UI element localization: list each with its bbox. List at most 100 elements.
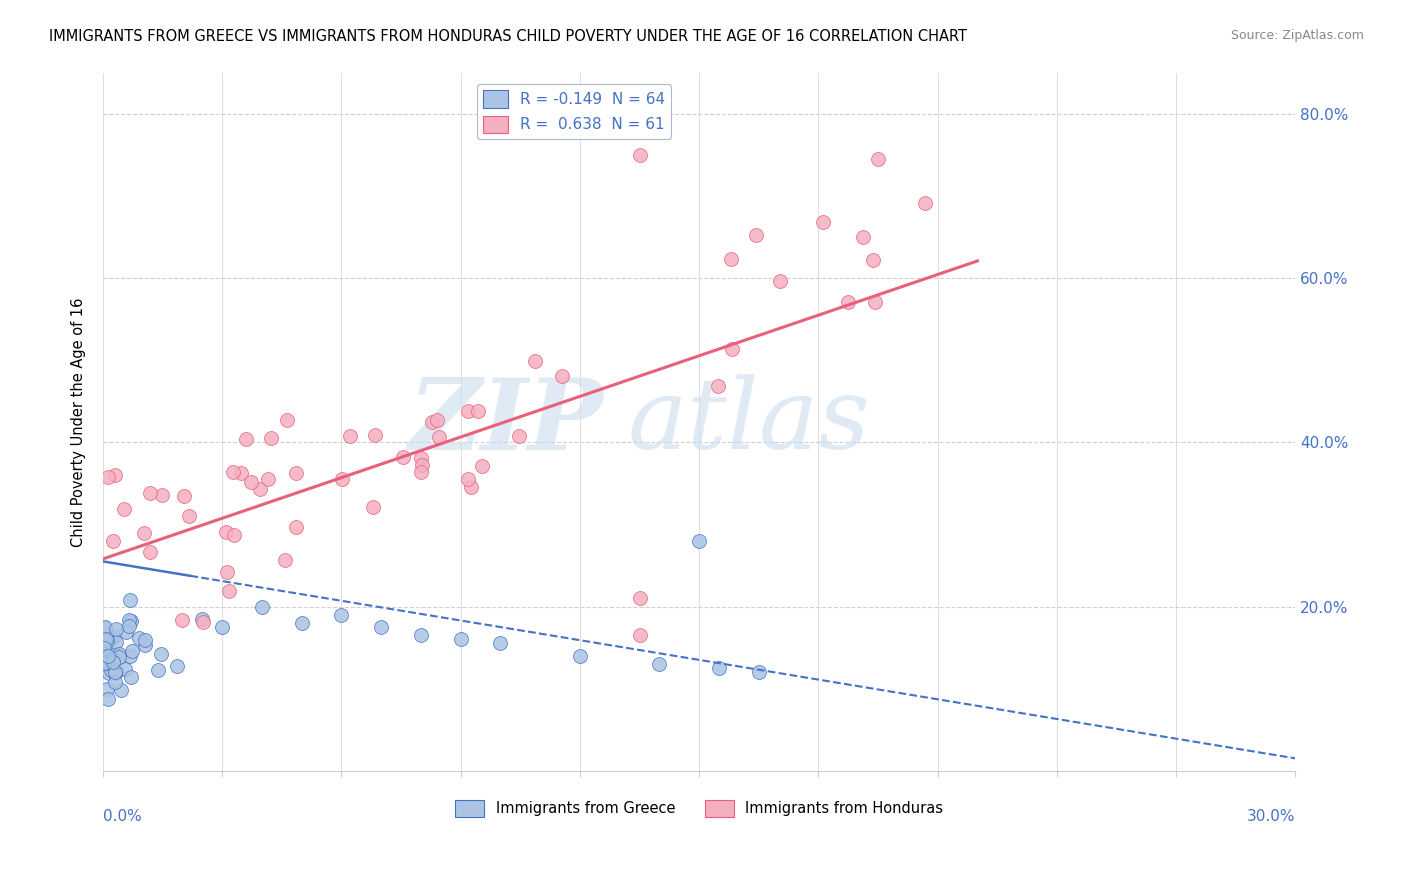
Point <box>273 553 295 567</box>
Point <box>411 458 433 472</box>
Point <box>97 651 120 665</box>
Point <box>104 666 127 681</box>
Point <box>105 665 128 679</box>
Point <box>457 404 479 418</box>
Point <box>103 533 125 548</box>
Point <box>93 634 115 648</box>
Point <box>707 661 730 675</box>
Point <box>285 466 308 480</box>
Point <box>467 404 489 418</box>
Point <box>97 470 120 484</box>
Point <box>108 647 131 661</box>
Point <box>837 295 859 310</box>
Point <box>93 622 115 636</box>
Point <box>104 468 127 483</box>
Point <box>134 632 156 647</box>
Point <box>103 629 125 643</box>
Point <box>688 533 710 548</box>
Point <box>93 633 115 648</box>
Point <box>110 683 132 698</box>
Point <box>745 228 768 243</box>
Point <box>191 612 214 626</box>
Point <box>332 472 354 486</box>
Point <box>96 691 118 706</box>
Point <box>191 615 214 629</box>
Legend: Immigrants from Greece, Immigrants from Honduras: Immigrants from Greece, Immigrants from … <box>449 794 949 822</box>
Text: ZIP: ZIP <box>409 374 603 470</box>
Point <box>97 666 120 681</box>
Point <box>231 466 253 480</box>
Text: IMMIGRANTS FROM GREECE VS IMMIGRANTS FROM HONDURAS CHILD POVERTY UNDER THE AGE O: IMMIGRANTS FROM GREECE VS IMMIGRANTS FRO… <box>49 29 967 44</box>
Point <box>285 520 308 534</box>
Point <box>96 656 118 670</box>
Text: 30.0%: 30.0% <box>1247 809 1295 824</box>
Point <box>120 614 142 628</box>
Point <box>104 622 127 636</box>
Point <box>235 432 257 446</box>
Point <box>706 379 728 393</box>
Point <box>173 489 195 503</box>
Point <box>291 615 314 630</box>
Point <box>96 630 118 644</box>
Point <box>748 665 770 680</box>
Point <box>568 648 591 663</box>
Point <box>211 620 233 634</box>
Point <box>96 633 118 648</box>
Point <box>112 502 135 516</box>
Point <box>460 480 482 494</box>
Point <box>811 215 834 229</box>
Point <box>426 413 449 427</box>
Point <box>218 583 240 598</box>
Point <box>118 613 141 627</box>
Point <box>100 649 122 664</box>
Point <box>276 413 298 427</box>
Point <box>115 625 138 640</box>
Point <box>100 632 122 646</box>
Y-axis label: Child Poverty Under the Age of 16: Child Poverty Under the Age of 16 <box>72 297 86 547</box>
Point <box>117 619 139 633</box>
Point <box>104 634 127 648</box>
Point <box>411 450 433 465</box>
Point <box>720 342 742 356</box>
Point <box>134 638 156 652</box>
Point <box>409 628 432 642</box>
Point <box>260 431 283 445</box>
Point <box>361 500 384 515</box>
Point <box>93 654 115 668</box>
Point <box>222 528 245 542</box>
Point <box>769 274 792 288</box>
Point <box>489 636 512 650</box>
Point <box>868 152 890 166</box>
Point <box>94 650 117 665</box>
Point <box>104 665 127 680</box>
Point <box>93 641 115 656</box>
Point <box>108 649 131 664</box>
Text: atlas: atlas <box>627 374 870 469</box>
Point <box>648 657 671 671</box>
Point <box>128 631 150 645</box>
Point <box>250 599 273 614</box>
Point <box>471 458 494 473</box>
Point <box>628 628 651 642</box>
Point <box>457 472 479 486</box>
Point <box>103 653 125 667</box>
Point <box>150 488 173 502</box>
Point <box>370 620 392 634</box>
Point <box>114 662 136 676</box>
Point <box>523 353 546 368</box>
Point <box>720 252 742 266</box>
Point <box>100 664 122 678</box>
Point <box>93 656 115 670</box>
Point <box>179 508 201 523</box>
Point <box>103 647 125 661</box>
Point <box>249 482 271 496</box>
Point <box>118 592 141 607</box>
Point <box>97 648 120 663</box>
Point <box>364 428 387 442</box>
Point <box>138 486 160 500</box>
Point <box>134 525 156 540</box>
Point <box>420 415 443 429</box>
Point <box>409 465 432 479</box>
Point <box>166 659 188 673</box>
Point <box>120 670 142 684</box>
